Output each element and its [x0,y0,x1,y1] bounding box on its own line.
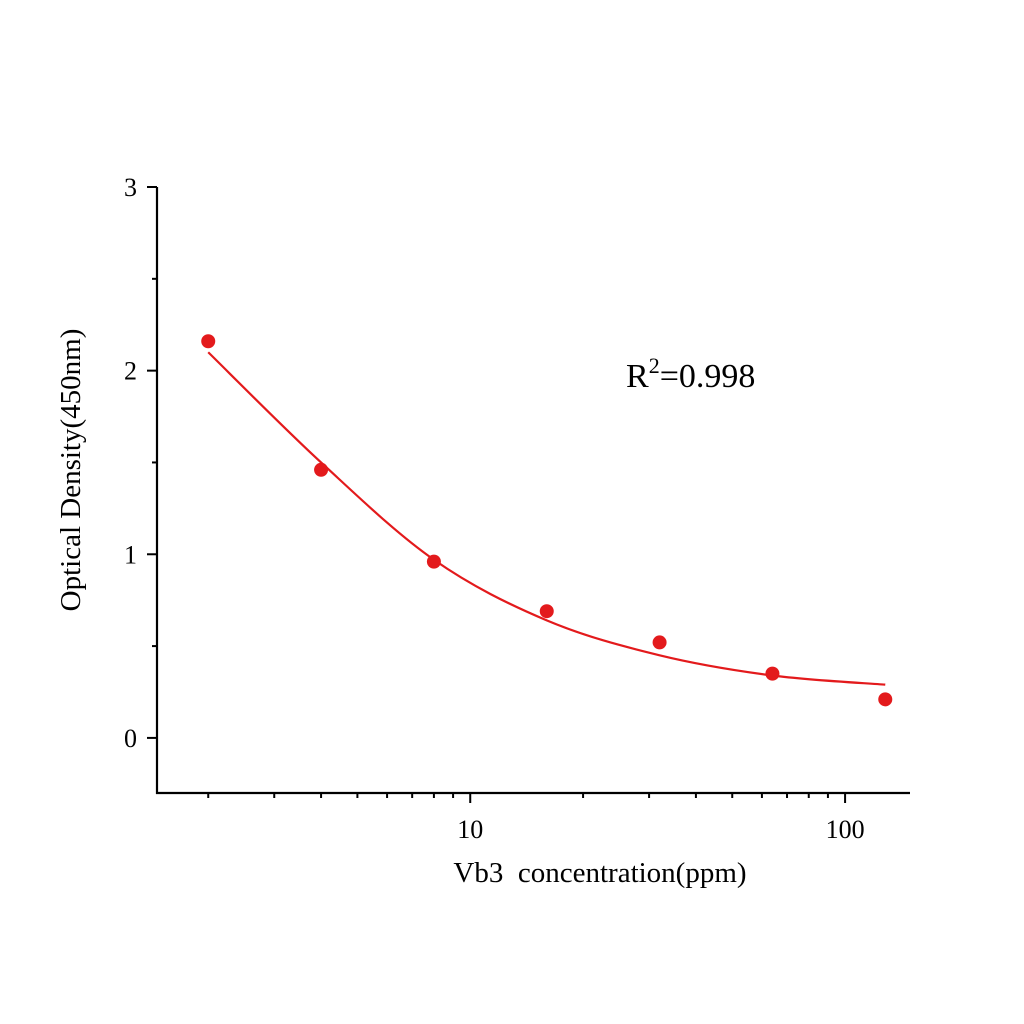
marks [201,334,893,707]
data-point [426,554,441,569]
x-axis-label: Vb3 concentration(ppm) [453,857,746,889]
r-squared-annotation: R2=0.998 [626,353,755,395]
ticks: 0 1 2 3 10 100 [124,173,865,844]
y-axis-label: Optical Density(450nm) [55,329,87,612]
y-tick-label: 0 [124,724,137,753]
axes [155,187,910,795]
data-point [314,462,329,477]
x-tick-label: 10 [457,815,483,844]
fit-curve-line [207,351,886,686]
r-squared-sup: 2 [649,353,660,378]
y-tick-label: 2 [124,357,137,386]
data-point [765,666,780,681]
x-tick-label: 100 [826,815,865,844]
y-tick-label: 3 [124,173,137,202]
data-point [878,692,893,707]
data-point [539,604,554,619]
data-point [652,635,667,650]
y-tick-label: 1 [124,540,137,569]
r-squared-value: =0.998 [660,358,756,395]
r-squared-base: R [626,358,649,395]
data-point [201,334,216,349]
